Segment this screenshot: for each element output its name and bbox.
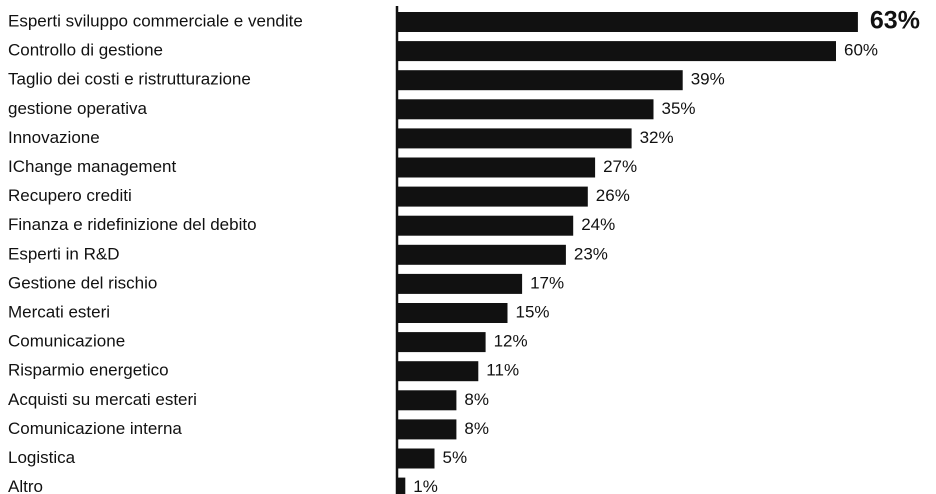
- category-label: Controllo di gestione: [8, 41, 163, 60]
- category-label: Recupero crediti: [8, 186, 132, 205]
- bar: [398, 157, 596, 178]
- category-label: Logistica: [8, 448, 76, 467]
- bar: [398, 448, 435, 469]
- category-label: Gestione del rischio: [8, 273, 157, 292]
- value-label: 15%: [516, 302, 550, 321]
- category-label: Acquisti su mercati esteri: [8, 390, 197, 409]
- category-label: Taglio dei costi e ristrutturazione: [8, 70, 251, 89]
- bar: [398, 332, 486, 353]
- value-label: 8%: [464, 419, 489, 438]
- value-label: 26%: [596, 186, 630, 205]
- value-label: 39%: [691, 70, 725, 89]
- value-label: 24%: [581, 215, 615, 234]
- value-label: 11%: [486, 361, 519, 380]
- bar: [398, 186, 588, 207]
- category-label: gestione operativa: [8, 99, 147, 118]
- category-label: Mercati esteri: [8, 302, 110, 321]
- value-label: 27%: [603, 157, 637, 176]
- category-label: Comunicazione interna: [8, 419, 182, 438]
- value-label: 35%: [662, 99, 696, 118]
- bar: [398, 419, 457, 440]
- value-label: 12%: [494, 332, 528, 351]
- category-label: IChange management: [8, 157, 177, 176]
- category-label: Comunicazione: [8, 332, 125, 351]
- bar: [398, 273, 523, 294]
- bar: [398, 41, 836, 62]
- category-label: Risparmio energetico: [8, 361, 169, 380]
- bar: [398, 477, 406, 494]
- value-label: 5%: [443, 448, 468, 467]
- bar: [398, 244, 566, 265]
- bar: [398, 128, 632, 149]
- category-label: Altro: [8, 477, 43, 494]
- bar: [398, 70, 683, 91]
- value-label: 63%: [870, 7, 920, 35]
- category-label: Esperti in R&D: [8, 244, 119, 263]
- bar: [398, 215, 574, 236]
- bar: [398, 303, 508, 323]
- bar: [398, 361, 479, 382]
- bar: [398, 99, 654, 120]
- value-label: 32%: [640, 128, 674, 147]
- category-label: Esperti sviluppo commerciale e vendite: [8, 11, 303, 30]
- category-label: Finanza e ridefinizione del debito: [8, 215, 257, 234]
- value-label: 23%: [574, 244, 608, 263]
- bar: [398, 390, 457, 411]
- value-label: 1%: [413, 477, 438, 494]
- value-label: 8%: [464, 390, 489, 409]
- value-label: 17%: [530, 273, 564, 292]
- category-label: Innovazione: [8, 128, 100, 147]
- value-label: 60%: [844, 41, 878, 60]
- bar: [398, 12, 858, 32]
